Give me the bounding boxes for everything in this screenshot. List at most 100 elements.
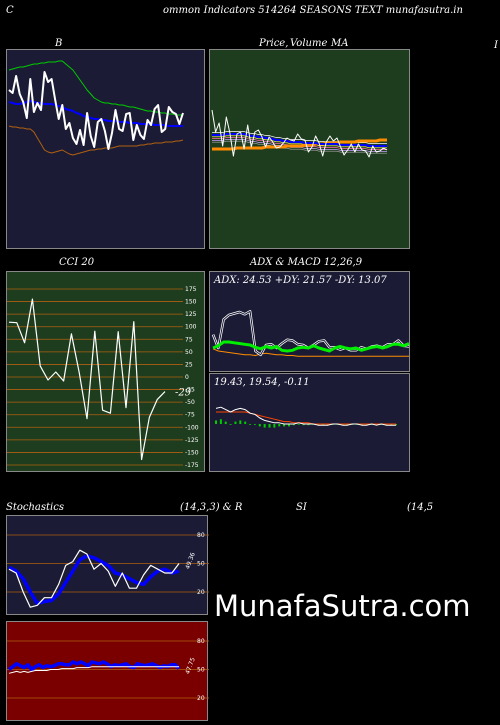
rsi-params-label: (14,5 (407, 502, 434, 513)
rsi-ma-line (8, 666, 179, 674)
macd-histogram-bar (219, 419, 222, 424)
bb-middle-line (8, 100, 183, 127)
cci-tick-label: -150 (185, 449, 199, 456)
macd-histogram-bar (365, 424, 368, 426)
macd-histogram-bar (395, 424, 397, 426)
macd-histogram-bar (268, 424, 271, 428)
header-title-left: C (6, 5, 14, 16)
macd-histogram-bar (302, 424, 305, 426)
macd-histogram-bar (249, 424, 252, 425)
cci-tick-label: 25 (185, 361, 193, 368)
stoch-chart: 80 50 20 49.36 (7, 532, 209, 608)
header-title: ommon Indicators 514264 SEASONS TEXT mun… (163, 5, 463, 16)
rsi-panel: 80 50 20 47.75 (6, 621, 209, 721)
volume-label: Volume (290, 38, 328, 49)
macd-histogram-bar (244, 421, 247, 424)
price-envelope-line (212, 140, 387, 154)
macd-histogram-bar (385, 424, 388, 426)
header-title-right: I (494, 40, 498, 51)
macd-histogram-bar (263, 424, 266, 428)
price-chart (211, 109, 388, 158)
cci-tick-label: 125 (185, 311, 197, 318)
stoch-d-line (8, 554, 180, 606)
macd-signal-line (216, 411, 396, 425)
stoch-k-line (8, 549, 180, 608)
macd-histogram-bar (239, 420, 242, 424)
macd-histogram-bar (292, 424, 295, 426)
stoch-current-value: 49.36 (184, 551, 197, 570)
ma-label: MA (331, 38, 349, 49)
bb-panel (6, 49, 205, 249)
cci-tick-label: -75 (185, 412, 195, 419)
macd-histogram-bar (224, 421, 227, 424)
stoch-tick-label: 20 (197, 589, 205, 596)
price-line (211, 109, 388, 158)
macd-histogram-bar (273, 424, 276, 428)
macd-histogram-bar (322, 424, 325, 426)
macd-histogram-bar (360, 424, 363, 426)
macd-histogram-bar (341, 424, 344, 426)
cci-tick-label: -125 (185, 437, 199, 444)
cci-tick-label: -25 (185, 387, 195, 394)
macd-panel: 19.43, 19.54, -0.11 (209, 373, 410, 472)
price-panel (209, 49, 410, 249)
macd-histogram-bar (346, 424, 349, 426)
rsi-chart: 80 50 20 47.75 (7, 638, 209, 702)
rsi-tick-label: 80 (197, 638, 205, 645)
rsi-label: SI (296, 502, 307, 513)
price-volume-band (212, 138, 387, 151)
macd-histogram-bar (258, 424, 261, 427)
cci-tick-label: 50 (185, 349, 193, 356)
stoch-label: Stochastics (6, 502, 64, 513)
stoch-tick-label: 50 (197, 561, 205, 568)
adx-panel: ADX: 24.53 +DY: 21.57 -DY: 13.07 (209, 271, 410, 372)
price-label: Price, (259, 38, 289, 49)
macd-histogram-bar (253, 424, 256, 425)
rsi-tick-label: 50 (197, 667, 205, 674)
macd-histogram-bar (283, 424, 286, 427)
bb-price-line (8, 71, 184, 150)
cci-panel: 175 150 125 100 75 50 25 0 -25 -50 -75 -100 -125 -150… (6, 271, 205, 472)
macd-readout: 19.43, 19.54, -0.11 (214, 377, 310, 388)
cci-current-value: -29 (175, 388, 192, 399)
cci-tick-label: -100 (185, 424, 199, 431)
macd-histogram-bar (297, 424, 300, 425)
macd-histogram-bar (287, 424, 290, 427)
adx-chart (211, 310, 410, 357)
macd-histogram-bar (215, 420, 217, 424)
watermark-logo: MunafaSutra.com (214, 589, 471, 623)
adx-readout: ADX: 24.53 +DY: 21.57 -DY: 13.07 (214, 275, 387, 286)
cci-tick-label: 100 (185, 324, 197, 331)
macd-histogram-bar (229, 424, 232, 425)
cci-line (8, 298, 166, 461)
stoch-tick-label: 80 (197, 532, 205, 539)
macd-histogram-bar (234, 421, 237, 424)
cci-tick-label: -50 (185, 399, 195, 406)
cci-label: CCI 20 (59, 257, 95, 268)
adx-minus-di-line (212, 348, 409, 357)
cci-tick-label: -175 (185, 462, 199, 469)
stoch-panel: 80 50 20 49.36 (6, 515, 209, 615)
macd-histogram-bar (317, 424, 320, 426)
adx-label: ADX & MACD 12,26,9 (250, 257, 363, 268)
cci-tick-label: 0 (185, 374, 189, 381)
cci-chart: 175 150 125 100 75 50 25 0 -25 -50 -75 -100 -125 -150… (7, 286, 199, 469)
macd-chart (215, 406, 397, 428)
adx-line (212, 340, 410, 353)
macd-histogram-bar (326, 424, 329, 426)
rsi-current-value: 47.75 (184, 657, 197, 676)
cci-tick-label: 175 (185, 286, 197, 293)
cci-tick-label: 150 (185, 299, 197, 306)
bb-label: B (55, 38, 63, 49)
stoch-params-label: (14,3,3) & R (180, 502, 243, 513)
macd-line (215, 406, 396, 426)
cci-tick-label: 75 (185, 336, 193, 343)
macd-histogram-bar (307, 424, 310, 426)
bb-chart (8, 60, 184, 156)
macd-histogram-bar (390, 424, 393, 426)
rsi-line (7, 660, 181, 672)
rsi-tick-label: 20 (197, 695, 205, 702)
bb-lower-line (8, 125, 184, 156)
macd-histogram-bar (278, 424, 281, 427)
macd-histogram-bar (375, 424, 378, 426)
